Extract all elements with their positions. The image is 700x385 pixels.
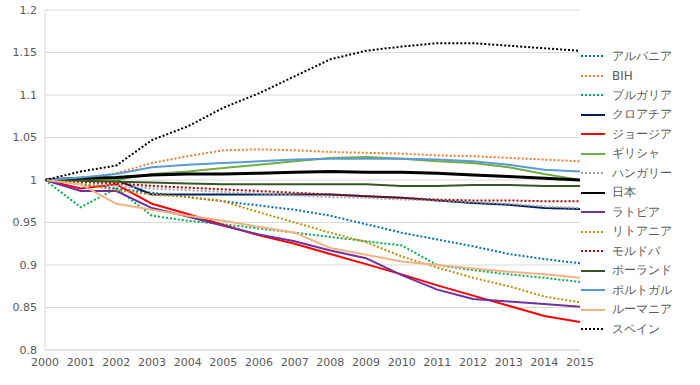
html-text:ギリシャ: ギリシャ (612, 146, 660, 160)
svg-text:2006: 2006 (245, 356, 273, 369)
svg-text:2009: 2009 (352, 356, 380, 369)
svg-text:2001: 2001 (67, 356, 95, 369)
html-text:BIH: BIH (612, 68, 633, 83)
svg-text:2014: 2014 (530, 356, 558, 369)
html-text:アルバニア: アルバニア (612, 48, 672, 63)
svg-text:1.15: 1.15 (13, 46, 38, 59)
html-text:ポーランド: ポーランド (612, 263, 672, 277)
html-text:ルーマニア: ルーマニア (612, 302, 672, 316)
html-text:モルドバ: モルドバ (612, 243, 660, 258)
svg-text:1.05: 1.05 (13, 131, 38, 144)
svg-text:2008: 2008 (316, 356, 344, 369)
svg-text:2013: 2013 (495, 356, 523, 369)
svg-text:2000: 2000 (31, 356, 59, 369)
svg-text:0.85: 0.85 (13, 301, 38, 314)
svg-text:2002: 2002 (102, 356, 130, 369)
html-text:ハンガリー: ハンガリー (612, 165, 672, 180)
svg-text:0.8: 0.8 (20, 344, 38, 357)
svg-text:0.9: 0.9 (20, 259, 38, 272)
html-text:クロアチア: クロアチア (612, 107, 672, 121)
html-text:ブルガリア: ブルガリア (612, 87, 672, 102)
html-text:ジョージア: ジョージア (612, 126, 672, 141)
svg-text:2004: 2004 (174, 356, 202, 369)
svg-text:1.1: 1.1 (20, 89, 38, 102)
svg-text:1: 1 (30, 174, 37, 187)
html-text:日本: 日本 (612, 185, 636, 199)
svg-text:2011: 2011 (423, 356, 451, 369)
svg-text:2005: 2005 (209, 356, 237, 369)
html-text:スペイン: スペイン (612, 321, 660, 336)
svg-text:2003: 2003 (138, 356, 166, 369)
svg-text:2007: 2007 (281, 356, 309, 369)
svg-text:2015: 2015 (566, 356, 594, 369)
svg-text:0.95: 0.95 (13, 216, 38, 229)
svg-text:1.2: 1.2 (20, 4, 38, 17)
html-text:リトアニア: リトアニア (612, 224, 672, 238)
html-text:ポルトガル: ポルトガル (612, 282, 672, 297)
html-text:ラトビア: ラトビア (612, 204, 660, 219)
svg-text:2012: 2012 (459, 356, 487, 369)
svg-text:2010: 2010 (388, 356, 416, 369)
